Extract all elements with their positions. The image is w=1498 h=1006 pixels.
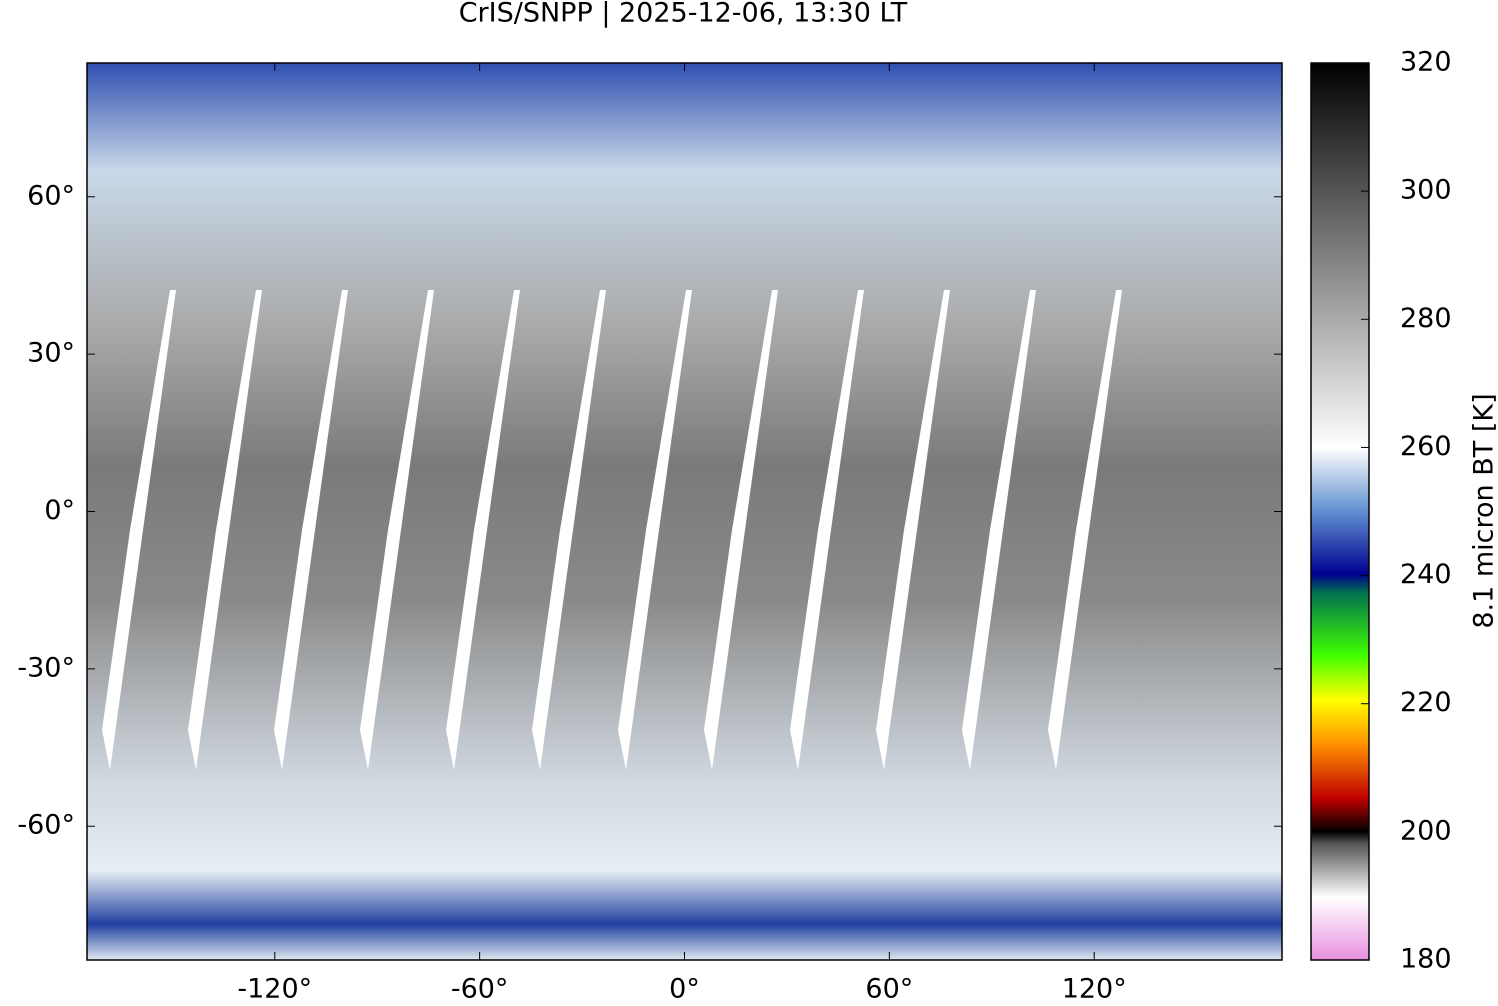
x-tick-label: 120° xyxy=(1062,974,1127,1003)
y-tick-label: 0° xyxy=(44,495,75,526)
y-tick-label: 60° xyxy=(27,180,75,211)
chart-title: CrIS/SNPP | 2025-12-06, 13:30 LT xyxy=(459,0,908,29)
x-tick-label: -120° xyxy=(237,974,312,1003)
colorbar-tick-label: 180 xyxy=(1400,944,1452,975)
colorbar-tick-label: 320 xyxy=(1400,47,1452,78)
colorbar-tick-label: 300 xyxy=(1400,175,1452,206)
y-tick-label: -60° xyxy=(17,810,75,841)
colorbar-tick-label: 280 xyxy=(1400,303,1452,334)
colorbar-tick-label: 220 xyxy=(1400,687,1452,718)
y-tick-label: 30° xyxy=(27,338,75,369)
colorbar-tick-label: 200 xyxy=(1400,815,1452,846)
x-tick-label: 0° xyxy=(669,974,700,1003)
colorbar-tick-label: 260 xyxy=(1400,431,1452,462)
colorbar-label: 8.1 micron BT [K] xyxy=(1469,393,1498,628)
map-image xyxy=(87,63,1282,960)
x-tick-label: -60° xyxy=(451,974,509,1003)
colorbar-tick-label: 240 xyxy=(1400,559,1452,590)
colorbar xyxy=(1311,63,1369,960)
x-tick-label: 60° xyxy=(865,974,913,1003)
y-tick-label: -30° xyxy=(17,652,75,683)
